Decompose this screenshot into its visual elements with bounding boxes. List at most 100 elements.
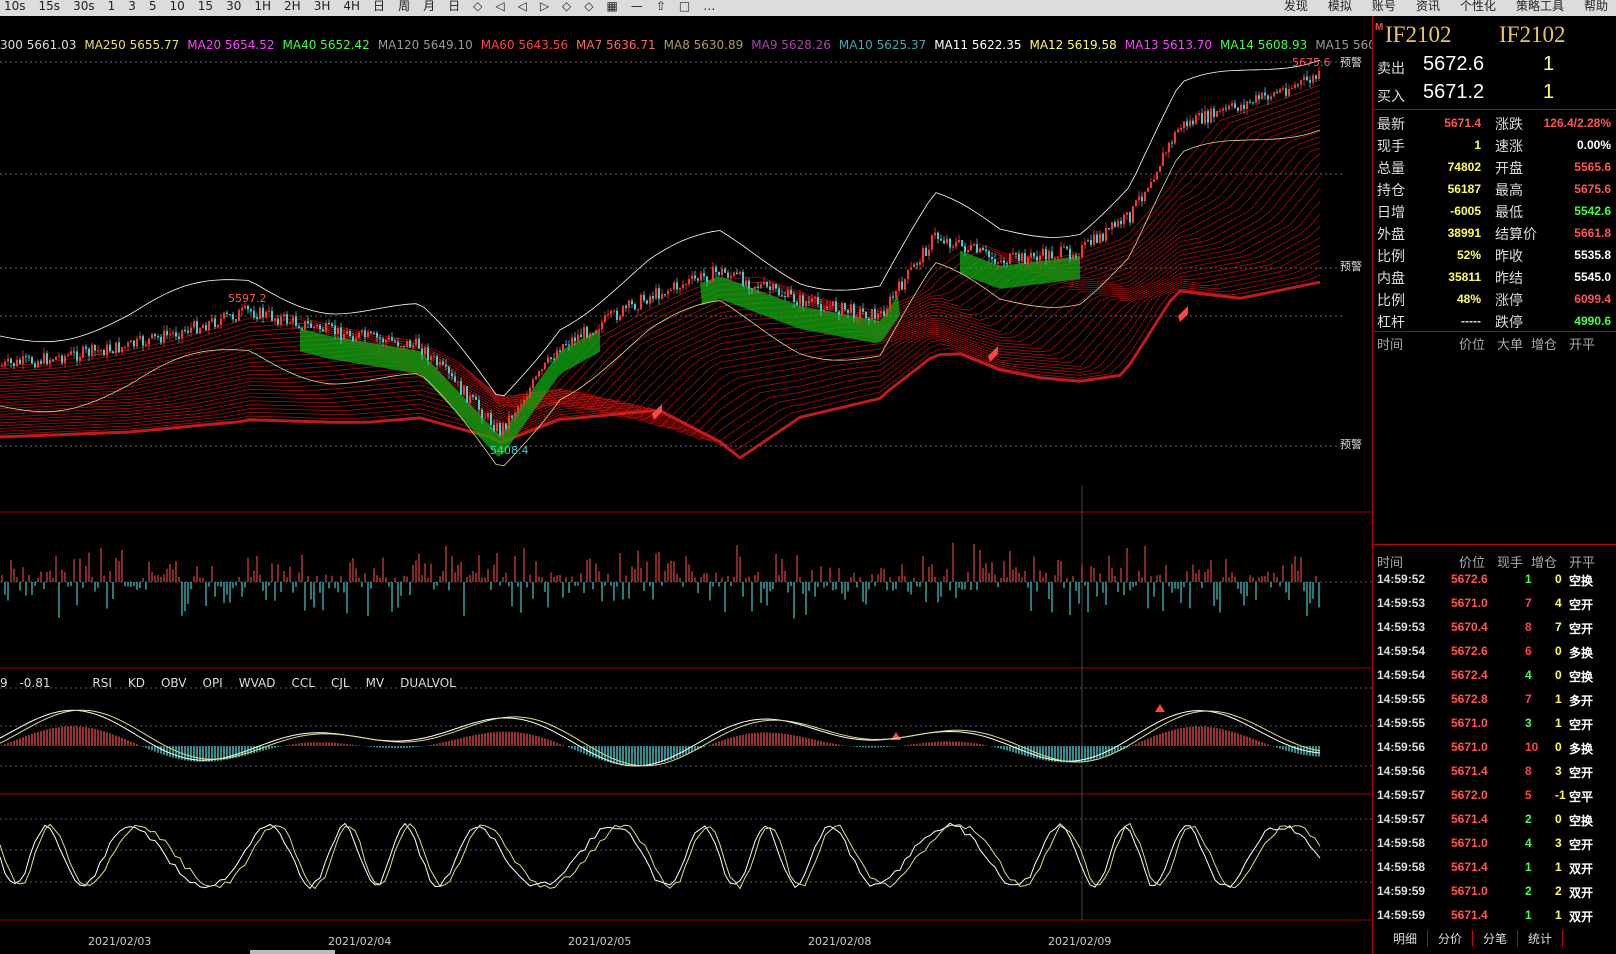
toolbar-item[interactable]: 日 [373,0,386,13]
trades-col-header: 开平 [1569,555,1596,570]
trade-row: 14:59:55 5671.0 3 1 空开 [1373,712,1616,736]
toolbar-item[interactable]: 1H [254,0,272,13]
detail-tab[interactable]: 分笔 [1473,930,1518,947]
stat-value: 5535.8 [1574,248,1611,262]
stat-row: 结算价 5661.8 [1495,224,1611,246]
stat-row: 跌停 4990.6 [1495,312,1611,334]
trade-price: 5671.0 [1451,740,1488,754]
menu-item[interactable]: 策略工具 [1515,0,1564,13]
stat-value: 5675.6 [1574,182,1611,196]
stat-value: 74802 [1447,160,1481,174]
toolbar-item[interactable]: 4H [343,0,361,13]
toolbar-item[interactable]: 3H [313,0,331,13]
quote-panel: M IF2102 IF2102 卖出 5672.6 1 买入 5671.2 1 … [1373,16,1616,954]
toolbar-item[interactable]: 1 [107,0,116,13]
buy-row[interactable]: 买入 5671.2 1 [1373,80,1616,106]
toolbar-item[interactable]: 15 [197,0,214,13]
trade-time: 14:59:57 [1377,812,1426,826]
toolbar-item[interactable]: ⇧ [655,0,666,13]
toolbar-item[interactable]: ◇ [584,0,594,13]
menu-item[interactable]: 发现 [1283,0,1308,13]
indicator-tab-dualvol[interactable]: DUALVOL [400,676,456,690]
stat-value: ----- [1461,314,1481,328]
toolbar-item[interactable]: ▷ [539,0,550,13]
horizontal-scrollbar[interactable] [250,950,335,954]
toolbar-item[interactable]: — [630,0,643,13]
trade-row: 14:59:57 5672.0 5 -1 空平 [1373,784,1616,808]
detail-tabs: 明细 分价 分笔 统计 [1383,930,1563,947]
stat-row: 外盘 38991 [1377,224,1481,246]
menu-item[interactable]: 资讯 [1415,0,1440,13]
stat-row: 昨结 5545.0 [1495,268,1611,290]
buy-qty: 1 [1543,81,1555,103]
trade-inc: 4 [1555,596,1562,610]
stat-value: 0.00% [1576,138,1611,152]
trade-price: 5672.0 [1451,788,1488,802]
contract-code-2[interactable]: IF2102 [1499,22,1566,47]
toolbar-item[interactable]: □ [678,0,691,13]
stat-row: 最新 5671.4 [1377,114,1481,136]
ma-legend-item: MA9 5628.26 [751,38,831,52]
indicator-tab-opi[interactable]: OPI [202,676,223,690]
trade-type: 双开 [1569,886,1594,900]
toolbar-item[interactable]: ◁ [517,0,527,13]
trade-time: 14:59:52 [1377,572,1426,586]
menu-item[interactable]: 个性化 [1459,0,1496,13]
trade-row: 14:59:52 5672.6 1 0 空换 [1373,568,1616,592]
detail-tab[interactable]: 分价 [1428,930,1473,947]
toolbar-item[interactable]: ▦ [606,0,618,13]
toolbar-item[interactable]: 15s [38,0,61,13]
toolbar-item[interactable]: 周 [398,0,411,13]
trade-qty: 8 [1525,764,1532,778]
menu-item[interactable]: 帮助 [1583,0,1608,13]
trade-price: 5671.4 [1451,764,1488,778]
detail-tab[interactable]: 明细 [1383,930,1428,947]
indicator-tab-obv[interactable]: OBV [160,676,187,690]
ma-legend-item: 300 5661.03 [0,38,77,52]
trade-time: 14:59:54 [1377,668,1426,682]
time-axis-label: 2021/02/09 [1048,935,1112,948]
menu-item[interactable]: 模拟 [1327,0,1352,13]
indicator-tab-ccl[interactable]: CCL [291,676,315,690]
indicator-tab-cjl[interactable]: CJL [330,676,350,690]
toolbar-item[interactable]: 3 [128,0,136,13]
ma-legend-item: MA14 5608.93 [1220,38,1308,52]
sell-row[interactable]: 卖出 5672.6 1 [1373,52,1616,78]
toolbar-item[interactable]: 30 [226,0,242,13]
trade-price: 5671.0 [1451,836,1488,850]
trade-type: 空换 [1569,814,1594,828]
stat-label: 比例 [1377,248,1405,264]
toolbar-item[interactable]: 日 [448,0,461,13]
toolbar-item[interactable]: 月 [423,0,436,13]
toolbar-item[interactable]: ◇ [562,0,572,13]
toolbar-item[interactable]: 10 [169,0,185,13]
toolbar-item[interactable]: 10s [4,0,26,13]
indicator-tab-mv[interactable]: MV [365,676,385,690]
detail-tab[interactable]: 统计 [1518,930,1563,947]
toolbar-item[interactable]: ◇ [473,0,483,13]
toolbar-item[interactable]: 2H [284,0,301,13]
indicator-tab-wvad[interactable]: WVAD [238,676,276,690]
trade-inc: 0 [1555,740,1562,754]
trade-price: 5671.0 [1451,884,1488,898]
trade-price: 5672.6 [1451,644,1488,658]
ma-ribbon [0,84,1321,460]
stat-label: 最低 [1495,204,1523,220]
stat-row: 持仓 56187 [1377,180,1481,202]
indicator-tab-kd[interactable]: KD [127,676,145,690]
trade-inc: 0 [1555,668,1562,682]
contract-code-1[interactable]: IF2102 [1385,22,1452,47]
stat-label: 昨收 [1495,248,1523,264]
menu-item[interactable]: 账号 [1371,0,1396,13]
toolbar-item[interactable]: … [703,0,716,13]
toolbar-item[interactable]: 30s [73,0,95,13]
trade-type: 空平 [1569,790,1594,804]
indicator-value-2: -0.81 [19,676,51,690]
ma-legend-item: MA10 5625.37 [838,38,927,52]
toolbar-item[interactable]: 5 [148,0,157,13]
toolbar-item[interactable]: ◁ [495,0,505,13]
indicator-tab-rsi[interactable]: RSI [92,676,112,690]
stat-value: 5545.0 [1574,270,1611,284]
